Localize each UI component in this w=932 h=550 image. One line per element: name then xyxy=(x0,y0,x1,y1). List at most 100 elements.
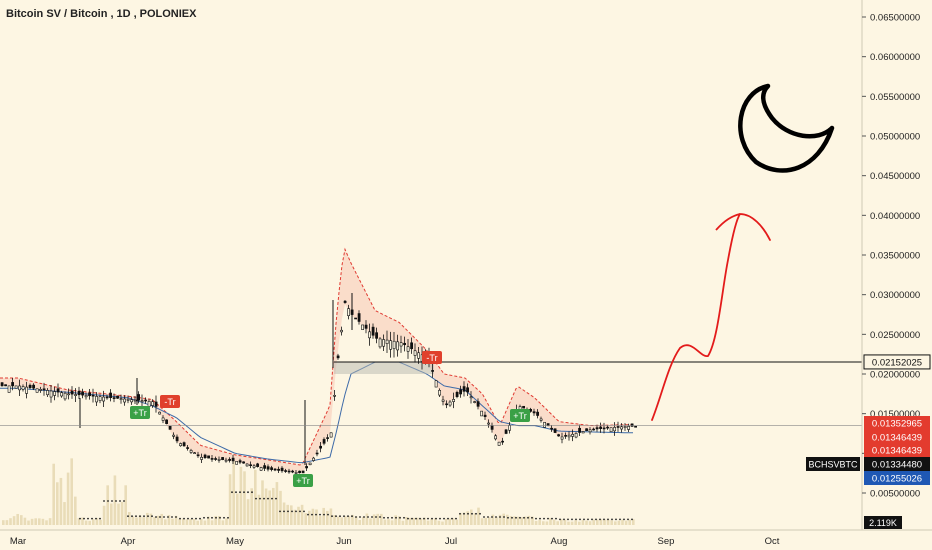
projection-arrow-head xyxy=(715,213,741,231)
candle-body xyxy=(284,470,288,472)
volume-ma-dot xyxy=(327,513,329,516)
volume-ma-dot xyxy=(439,517,441,520)
candle-body xyxy=(522,405,526,409)
signal-tag-box xyxy=(293,474,313,487)
volume-ma-dot xyxy=(547,517,549,520)
candle-body xyxy=(98,396,102,401)
volume-bar xyxy=(430,518,433,525)
volume-bar xyxy=(599,519,603,525)
volume-ma-dot xyxy=(511,516,513,519)
candle-body xyxy=(112,397,116,399)
volume-bar xyxy=(81,517,84,525)
candle-body xyxy=(231,457,235,462)
candle-body xyxy=(536,411,540,416)
signal-tag-label: -Tr xyxy=(164,397,175,407)
x-tick-label: Jul xyxy=(445,536,457,547)
candle-body xyxy=(392,340,396,349)
volume-bar xyxy=(394,515,397,525)
symbol-name[interactable]: Bitcoin SV / Bitcoin xyxy=(6,8,108,20)
volume-bar xyxy=(556,521,559,525)
candle-body xyxy=(431,370,435,372)
volume-ma-dot xyxy=(287,510,289,513)
volume-ma-dot xyxy=(359,516,361,518)
candle-body xyxy=(305,466,309,469)
volume-ma-dot xyxy=(531,516,533,519)
volume-bar xyxy=(189,518,192,525)
volume-bar xyxy=(315,509,318,525)
volume-ma-dot xyxy=(79,517,81,520)
volume-ma-dot xyxy=(583,518,585,521)
volume-ma-dot xyxy=(271,497,273,500)
volume-bar xyxy=(293,509,297,525)
signal-tag-label: +Tr xyxy=(513,411,526,421)
candle-body xyxy=(504,429,508,434)
volume-ma-dot xyxy=(127,515,129,518)
candle-body xyxy=(609,427,613,433)
volume-bar xyxy=(419,518,423,525)
price-label: 0.01346439 xyxy=(872,446,922,457)
volume-bar xyxy=(286,504,289,525)
candle-body xyxy=(46,390,50,396)
volume-ma-dot xyxy=(83,517,85,520)
volume-bar xyxy=(110,503,113,525)
candle-body xyxy=(140,400,144,402)
volume-layer xyxy=(2,458,635,525)
volume-ma-dot xyxy=(91,517,93,520)
volume-ma-dot xyxy=(535,517,537,520)
volume-bar xyxy=(16,513,19,525)
volume-ma-dot xyxy=(251,491,253,494)
volume-ma-dot xyxy=(167,516,169,518)
volume-ma-dot xyxy=(199,517,201,520)
volume-ma-dot xyxy=(211,516,213,519)
volume-bar xyxy=(167,514,171,525)
volume-ma-dot xyxy=(379,516,381,518)
candle-body xyxy=(574,433,578,438)
candle-body xyxy=(116,395,120,399)
candle-body xyxy=(228,458,232,461)
volume-ma-dot xyxy=(603,518,605,521)
volume-bar xyxy=(192,519,196,525)
candle-body xyxy=(84,395,88,398)
volume-bar xyxy=(488,517,491,525)
volume-bar xyxy=(290,505,293,525)
candle-body xyxy=(210,458,214,460)
volume-ma-dot xyxy=(363,516,365,518)
interval-label[interactable]: 1D xyxy=(116,8,131,20)
volume-bar xyxy=(30,518,34,525)
volume-bar xyxy=(63,502,66,525)
y-tick-label: 0.00500000 xyxy=(870,489,920,500)
volume-ma-dot xyxy=(443,517,445,520)
candle-body xyxy=(546,423,550,427)
candle-body xyxy=(200,457,204,460)
volume-ma-dot xyxy=(203,516,205,519)
candle-body xyxy=(368,331,372,339)
volume-bar xyxy=(423,517,426,525)
candle-body xyxy=(623,426,627,428)
candle-body xyxy=(217,459,221,461)
candle-body xyxy=(35,388,39,393)
volume-ma-dot xyxy=(479,512,481,515)
volume-bar xyxy=(344,516,347,525)
volume-bar xyxy=(160,513,163,525)
volume-bar xyxy=(48,518,52,525)
volume-bar xyxy=(218,516,221,525)
volume-ma-dot xyxy=(387,516,389,519)
volume-ma-dot xyxy=(527,516,529,519)
volume-bar xyxy=(12,516,16,525)
candle-body xyxy=(193,452,197,455)
volume-bar xyxy=(300,504,304,525)
candle-body xyxy=(357,313,361,322)
volume-ma-dot xyxy=(147,515,149,518)
signal-tag-box xyxy=(160,395,180,408)
crescent-moon-icon xyxy=(738,83,835,173)
volume-bar xyxy=(149,513,153,525)
volume-ma-dot xyxy=(519,516,521,519)
candle-body xyxy=(63,392,67,400)
volume-bar xyxy=(506,514,509,525)
signal-tag-label: +Tr xyxy=(133,408,146,418)
support-zone xyxy=(334,362,434,374)
candle-body xyxy=(4,384,8,387)
volume-bar xyxy=(610,520,613,525)
price-label-box xyxy=(864,443,930,457)
